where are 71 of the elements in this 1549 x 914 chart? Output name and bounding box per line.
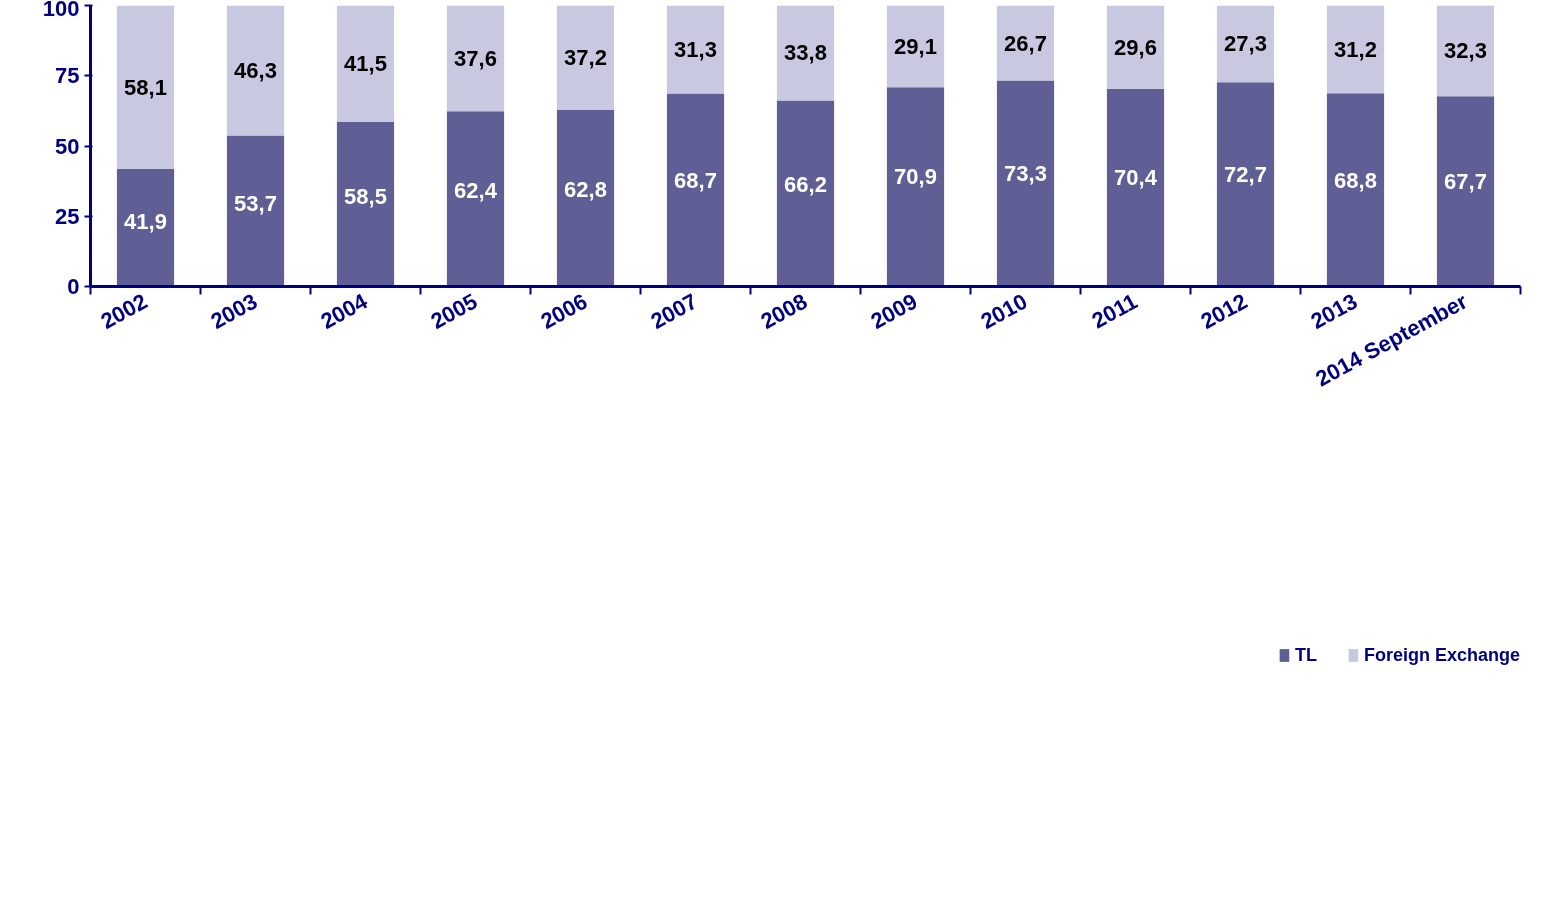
data-label: 62,4	[454, 177, 498, 203]
bar	[446, 111, 505, 287]
data-label: 31,3	[674, 36, 717, 62]
data-label: 37,2	[564, 45, 607, 71]
bar	[1106, 5, 1165, 89]
x-tick-label: 2006	[536, 288, 592, 334]
data-label: 41,5	[344, 51, 387, 77]
data-label: 68,8	[1334, 167, 1377, 193]
bar	[996, 80, 1055, 287]
y-tick-label: 50	[55, 133, 80, 159]
bar	[116, 5, 175, 169]
bar	[1216, 82, 1275, 287]
data-label: 29,6	[1114, 34, 1157, 60]
data-label: 70,9	[894, 164, 937, 190]
bar	[886, 87, 945, 287]
x-tick-label: 2011	[1087, 288, 1142, 334]
bar	[226, 135, 285, 287]
data-label: 32,3	[1444, 38, 1487, 64]
bar	[1216, 5, 1275, 83]
bar	[886, 5, 945, 88]
x-tick-label: 2013	[1306, 288, 1362, 334]
bar	[1436, 5, 1495, 97]
data-label: 31,2	[1334, 36, 1377, 62]
bar	[1326, 93, 1385, 287]
data-label: 33,8	[784, 40, 827, 66]
bar	[556, 5, 615, 111]
legend-label: TL	[1294, 644, 1317, 666]
bar	[556, 110, 615, 287]
bar	[666, 93, 725, 287]
data-label: 68,7	[674, 167, 717, 193]
bar	[116, 168, 175, 287]
legend-label: Foreign Exchange	[1363, 644, 1520, 666]
data-label: 26,7	[1004, 30, 1047, 56]
bar	[226, 5, 285, 136]
y-tick-label: 75	[55, 63, 80, 89]
data-label: 53,7	[234, 191, 277, 217]
y-tick-label: 0	[67, 274, 80, 299]
bar	[1326, 5, 1385, 94]
bar	[666, 5, 725, 94]
x-tick-label: 2005	[426, 288, 482, 334]
data-label: 58,1	[124, 74, 167, 100]
x-tick-label: 2003	[206, 288, 262, 334]
data-label: 29,1	[894, 33, 937, 59]
data-label: 27,3	[1224, 31, 1267, 57]
bar	[1106, 88, 1165, 287]
data-label: 67,7	[1444, 169, 1487, 195]
data-label: 37,6	[454, 45, 497, 71]
data-label: 46,3	[234, 58, 277, 84]
data-label: 72,7	[1224, 161, 1267, 187]
data-label: 58,5	[344, 183, 387, 209]
data-label: 73,3	[1004, 160, 1047, 186]
x-tick-label: 2007	[646, 288, 702, 334]
x-tick-label: 2009	[866, 288, 922, 334]
bar	[336, 122, 395, 287]
bar	[1436, 96, 1495, 287]
x-tick-label: 2002	[96, 288, 152, 334]
bar	[996, 5, 1055, 81]
x-tick-label: 2012	[1196, 288, 1252, 334]
bar	[776, 5, 835, 101]
bar	[336, 5, 395, 123]
y-tick-label: 100	[42, 0, 80, 21]
bar	[446, 5, 505, 112]
data-label: 62,8	[564, 176, 607, 202]
data-label: 41,9	[124, 209, 167, 235]
y-tick-label: 25	[55, 203, 80, 229]
x-tick-label: 2004	[316, 288, 373, 334]
bar	[776, 100, 835, 287]
data-label: 70,4	[1114, 165, 1158, 191]
x-tick-label: 2008	[756, 288, 812, 334]
x-tick-label: 2010	[976, 288, 1032, 334]
data-label: 66,2	[784, 171, 827, 197]
